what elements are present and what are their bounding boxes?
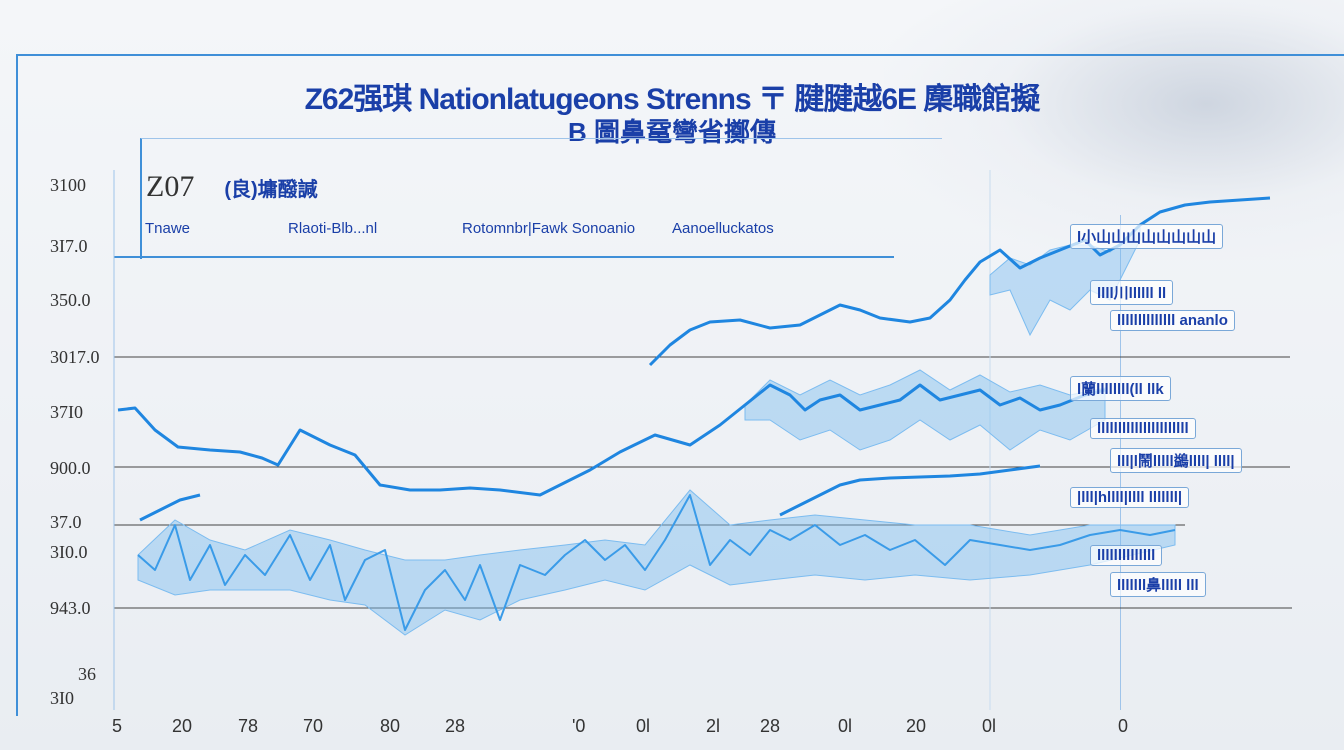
right-label-7: llllllllllllll [1090,545,1163,566]
series-bands [137,223,1176,636]
right-label-5: lll|l鬧lllll鷁llll| llll| [1110,448,1242,473]
panel-divider [114,256,894,258]
series-line-0 [117,383,1106,497]
series-line-1 [648,196,1271,367]
y-tick-label: 3I0.0 [50,542,88,562]
chart-title: Z62强琪 Nationlatugeons Strenns 〒 腱腱越6E 䴢職… [304,83,1041,116]
x-tick-label: 0l [982,716,997,736]
right-label-6: |lll|hllll|llll lllllll| [1070,487,1190,508]
series-band-2 [137,489,1176,636]
y-tick-label: 3I0 [50,688,74,708]
y-tick-label: 3100 [50,175,86,195]
x-tick-label: 0l [838,716,853,736]
legend-item-0: Tnawe [145,220,191,237]
x-tick-label: 0 [1118,716,1129,736]
x-tick-label: 28 [445,716,466,736]
y-tick-label: 3017.0 [50,347,100,367]
x-tick-label: 78 [238,716,259,736]
x-tick-label: 5 [112,716,123,736]
series-line-2 [139,493,201,522]
x-tick-label: 2l [706,716,721,736]
legend-item-1: Rlaoti-Blb...nl [288,220,378,237]
right-label-4: llllllllllllllllllllll [1090,418,1196,439]
panel-subtitle: (良)墉醱諴 [224,179,318,201]
legend-item-3: Aanoelluckatos [672,220,774,237]
x-tick-label: 28 [760,716,781,736]
y-tick-label: 943.0 [50,598,91,618]
x-tick-label: 20 [906,716,927,736]
series-lines [117,196,1271,631]
legend-item-2: Rotomnbr|Fawk Sonoanio [462,220,636,237]
x-tick-label: '0 [572,716,586,736]
right-label-1: llll川llllll ll [1090,280,1174,305]
panel-box [140,138,942,259]
right-label-2: llllllllllllll ananlo [1110,310,1235,331]
background-haze [884,0,1344,260]
chart-subtitle: B 圖鼻鼋彎省擲傳 [567,117,776,147]
y-tick-label: 36 [78,664,96,684]
series-line-4 [137,494,1176,631]
gridlines [113,170,1292,710]
y-tick-label: 3I7.0 [50,236,88,256]
chart-frame [16,54,1344,716]
x-tick-label: 80 [380,716,401,736]
series-line-3 [779,464,1041,517]
panel-title-text: Z07 [146,170,195,203]
y-tick-label: 37.0 [50,512,82,532]
right-label-3: l蘭llllllll(ll llk [1070,376,1171,401]
y-tick-label: 350.0 [50,290,91,310]
panel-title: Z07 (良)墉醱諴 [146,170,318,204]
y-tick-label: 37I0 [50,402,83,422]
right-label-8: lllllll鼻lllll lll [1110,572,1206,597]
x-tick-label: 70 [303,716,324,736]
x-tick-label: 0l [636,716,651,736]
x-tick-label: 20 [172,716,193,736]
y-tick-label: 900.0 [50,458,91,478]
series-band-0 [744,369,1106,451]
right-label-0: l小山山山山山山山山 [1070,224,1224,249]
